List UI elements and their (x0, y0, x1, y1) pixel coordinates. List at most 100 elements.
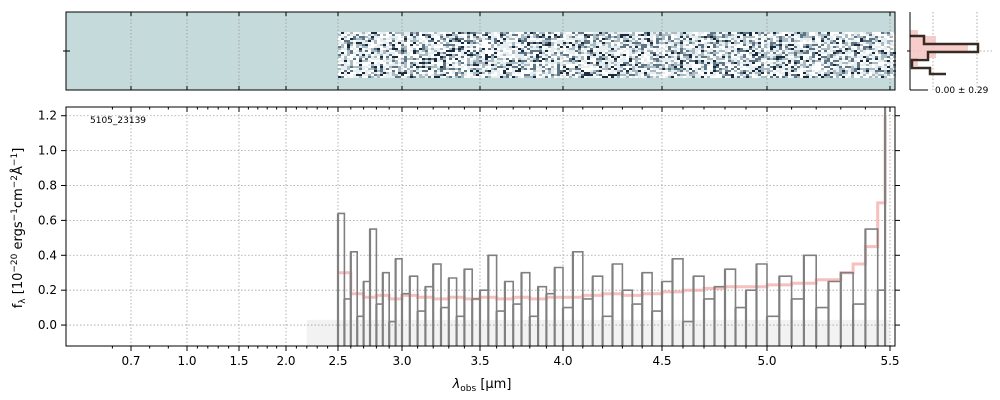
spectrum-2d-pixel (836, 72, 839, 74)
spectrum-2d-pixel (788, 42, 791, 44)
spectrum-2d-pixel (758, 70, 761, 72)
spectrum-2d-pixel (848, 70, 851, 72)
spectrum-2d-pixel (890, 44, 893, 46)
spectrum-2d-pixel (707, 48, 710, 50)
spectrum-2d-pixel (686, 50, 689, 52)
spectrum-2d-pixel (875, 36, 878, 38)
spectrum-2d-pixel (812, 36, 815, 38)
spectrum-2d-pixel (767, 74, 770, 76)
spectrum-2d-pixel (488, 42, 491, 44)
spectrum-2d-pixel (455, 34, 458, 36)
spectrum-2d-pixel (503, 38, 506, 40)
spectrum-2d-pixel (617, 32, 620, 34)
spectrum-2d-pixel (731, 74, 734, 76)
spectrum-2d-pixel (779, 74, 782, 76)
spectrum-2d-pixel (509, 50, 512, 52)
spectrum-2d-pixel (860, 42, 863, 44)
spectrum-2d-pixel (683, 60, 686, 62)
spectrum-2d-pixel (872, 44, 875, 46)
spectrum-2d-pixel (704, 52, 707, 54)
spectrum-2d-pixel (347, 74, 350, 76)
spectrum-2d-pixel (518, 34, 521, 36)
spectrum-2d-pixel (443, 34, 446, 36)
spectrum-2d-pixel (845, 62, 848, 64)
spectrum-2d-pixel (437, 68, 440, 70)
spectrum-2d-pixel (665, 48, 668, 50)
spectrum-2d-pixel (758, 58, 761, 60)
spectrum-2d-pixel (827, 70, 830, 72)
spectrum-2d-pixel (872, 60, 875, 62)
spectrum-2d-pixel (794, 46, 797, 48)
spectrum-2d-pixel (644, 54, 647, 56)
spectrum-2d-pixel (410, 70, 413, 72)
spectrum-2d-pixel (710, 60, 713, 62)
spectrum-2d-pixel (524, 34, 527, 36)
spectrum-2d-pixel (878, 56, 881, 58)
spectrum-2d-pixel (710, 38, 713, 40)
spectrum-2d-pixel (575, 54, 578, 56)
spectrum-2d-pixel (485, 76, 488, 78)
spectrum-2d-pixel (626, 34, 629, 36)
spectrum-2d-pixel (845, 46, 848, 48)
spectrum-2d-pixel (647, 32, 650, 34)
spectrum-2d-pixel (557, 52, 560, 54)
spectrum-2d-pixel (881, 64, 884, 66)
spectrum-2d-pixel (440, 70, 443, 72)
spectrum-2d-pixel (461, 52, 464, 54)
spectrum-2d-pixel (614, 54, 617, 56)
spectrum-2d-pixel (857, 74, 860, 76)
spectrum-2d-pixel (503, 72, 506, 74)
spectrum-2d-pixel (602, 62, 605, 64)
spectrum-2d-pixel (584, 58, 587, 60)
spectrum-2d-pixel (845, 36, 848, 38)
spectrum-2d-pixel (803, 74, 806, 76)
spectrum-2d-pixel (776, 72, 779, 74)
spectrum-2d-pixel (626, 60, 629, 62)
spectrum-2d-pixel (515, 58, 518, 60)
spectrum-2d-pixel (596, 76, 599, 78)
spectrum-2d-pixel (503, 54, 506, 56)
spectrum-2d-pixel (425, 66, 428, 68)
spectrum-2d-pixel (776, 44, 779, 46)
spectrum-2d-pixel (854, 68, 857, 70)
spectrum-2d-pixel (374, 32, 377, 34)
spectrum-2d-pixel (857, 44, 860, 46)
spectrum-2d-pixel (548, 44, 551, 46)
spectrum-2d-pixel (416, 34, 419, 36)
spectrum-2d-pixel (761, 64, 764, 66)
spectrum-2d-pixel (836, 64, 839, 66)
spectrum-2d-pixel (710, 70, 713, 72)
spectrum-2d-pixel (356, 46, 359, 48)
spectrum-2d-pixel (641, 58, 644, 60)
spectrum-2d-pixel (578, 40, 581, 42)
spectrum-2d-pixel (791, 76, 794, 78)
spectrum-2d-pixel (545, 46, 548, 48)
spectrum-2d-pixel (542, 40, 545, 42)
spectrum-2d-pixel (629, 66, 632, 68)
spectrum-2d-pixel (410, 58, 413, 60)
spectrum-2d-pixel (494, 36, 497, 38)
spectrum-2d-pixel (659, 58, 662, 60)
spectrum-2d-pixel (527, 68, 530, 70)
spectrum-2d-pixel (668, 32, 671, 34)
spectrum-2d-pixel (401, 68, 404, 70)
spectrum-2d-pixel (722, 40, 725, 42)
spectrum-2d-pixel (395, 46, 398, 48)
spectrum-2d-pixel (482, 32, 485, 34)
spectrum-2d-pixel (602, 46, 605, 48)
spectrum-2d-pixel (344, 36, 347, 38)
spectrum-2d-pixel (440, 60, 443, 62)
spectrum-2d-pixel (596, 38, 599, 40)
spectrum-2d-pixel (845, 56, 848, 58)
spectrum-2d-pixel (677, 56, 680, 58)
spectrum-2d-pixel (887, 50, 890, 52)
spectrum-2d-pixel (887, 42, 890, 44)
spectrum-2d-pixel (467, 48, 470, 50)
spectrum-2d-pixel (362, 44, 365, 46)
spectrum-2d-pixel (545, 74, 548, 76)
spectrum-2d-pixel (443, 44, 446, 46)
spectrum-2d-pixel (533, 60, 536, 62)
spectrum-2d-pixel (725, 52, 728, 54)
spectrum-2d-pixel (419, 46, 422, 48)
spectrum-2d-pixel (785, 32, 788, 34)
